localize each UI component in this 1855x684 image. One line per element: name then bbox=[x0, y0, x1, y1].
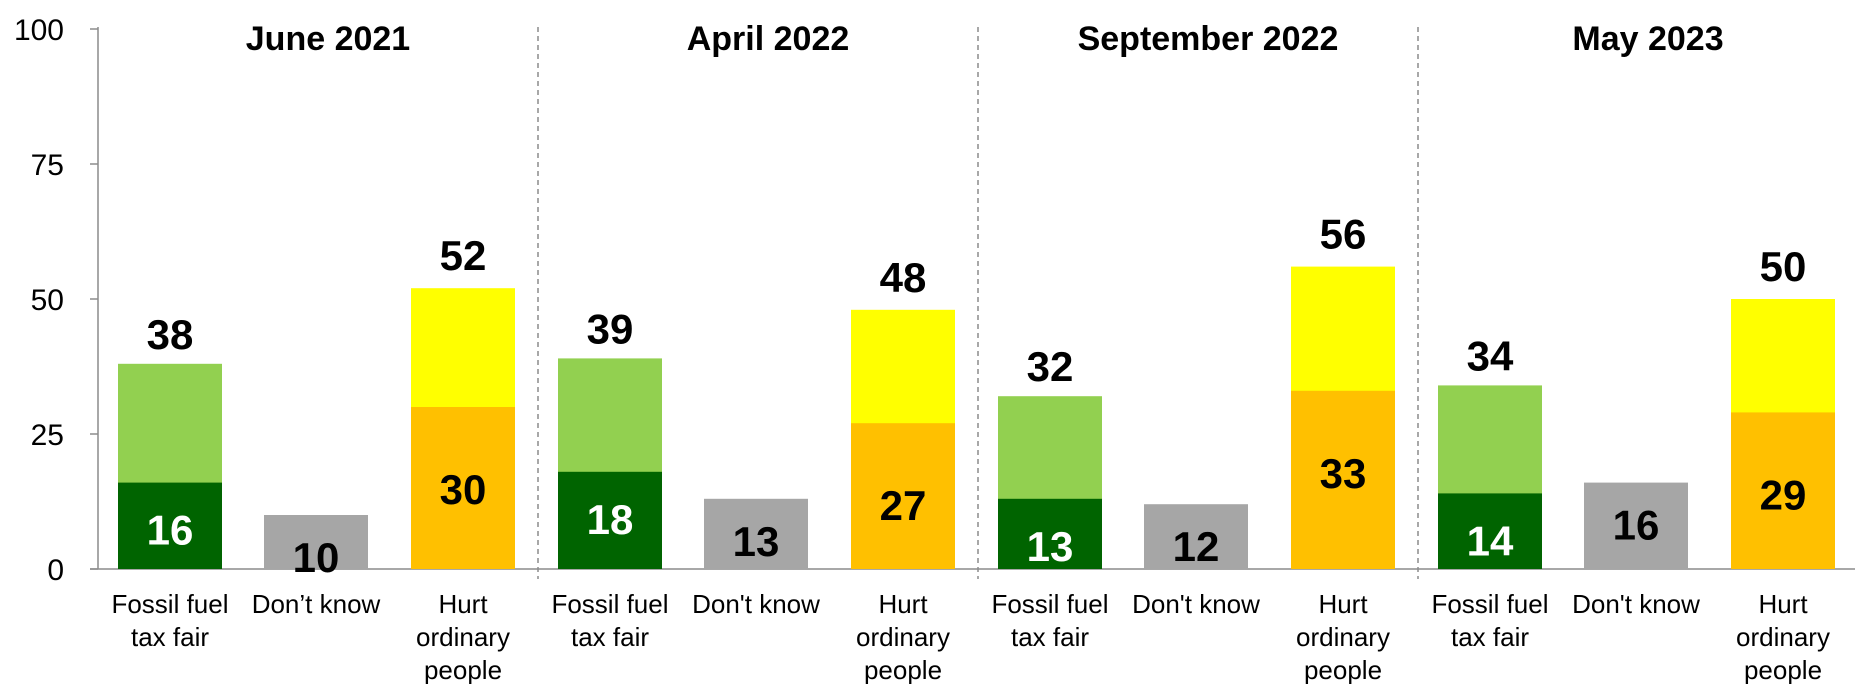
data-label-dont-know: 13 bbox=[733, 518, 780, 565]
category-label: Hurt ordinary people bbox=[1296, 589, 1390, 684]
category-label: Don’t know bbox=[252, 589, 381, 619]
category-label: Fossil fuel tax fair bbox=[1431, 589, 1548, 652]
data-label-dont-know: 10 bbox=[293, 534, 340, 581]
data-label-hurt-strong: 29 bbox=[1760, 471, 1807, 518]
y-axis: 0 25 50 75 100 bbox=[14, 14, 1855, 587]
bar-hurt-strong bbox=[851, 423, 955, 569]
data-label-dont-know: 16 bbox=[1613, 502, 1660, 549]
data-label-fair-total: 38 bbox=[147, 311, 194, 358]
data-label-hurt-strong: 27 bbox=[880, 482, 927, 529]
bar-hurt-strong bbox=[1731, 412, 1835, 569]
data-label-fair-total: 32 bbox=[1027, 343, 1074, 390]
bar-fair-strong bbox=[118, 482, 222, 569]
data-label-hurt-total: 48 bbox=[880, 254, 927, 301]
y-tick-label: 100 bbox=[14, 14, 64, 47]
bar-dont-know bbox=[704, 498, 808, 569]
data-label-hurt-strong: 33 bbox=[1320, 450, 1367, 497]
data-label-hurt-total: 56 bbox=[1320, 211, 1367, 258]
bar-dont-know bbox=[264, 515, 368, 569]
data-label-hurt-total: 52 bbox=[440, 232, 487, 279]
data-label-fair-strong: 13 bbox=[1027, 523, 1074, 570]
bar-fair-strong bbox=[1438, 493, 1542, 569]
labels: June 2021 38 16 10 52 30 Fossil fuel tax fair Do… bbox=[111, 20, 1829, 684]
bar-hurt-strong bbox=[411, 407, 515, 569]
data-label-dont-know: 12 bbox=[1173, 523, 1220, 570]
data-label-fair-total: 39 bbox=[587, 305, 634, 352]
y-tick-label: 25 bbox=[31, 419, 64, 452]
bar-hurt-strong bbox=[1291, 390, 1395, 569]
bar-dont-know bbox=[1144, 504, 1248, 569]
bar-fair-strong bbox=[998, 498, 1102, 569]
category-label: Fossil fuel tax fair bbox=[551, 589, 668, 652]
category-label: Hurt ordinary people bbox=[856, 589, 950, 684]
panel-separators bbox=[537, 27, 1419, 579]
data-label-hurt-strong: 30 bbox=[440, 466, 487, 513]
data-label-fair-strong: 18 bbox=[587, 496, 634, 543]
panel-title: May 2023 bbox=[1572, 20, 1723, 58]
data-label-fair-strong: 14 bbox=[1467, 517, 1514, 564]
y-tick-label: 0 bbox=[47, 554, 64, 587]
category-label: Hurt ordinary people bbox=[1736, 589, 1830, 684]
data-label-fair-strong: 16 bbox=[147, 507, 194, 554]
bar-fair-strong bbox=[558, 471, 662, 569]
panel-title: September 2022 bbox=[1078, 20, 1339, 58]
y-tick-label: 50 bbox=[31, 284, 64, 317]
panel-title: April 2022 bbox=[687, 20, 850, 58]
category-label: Don't know bbox=[1572, 589, 1700, 619]
data-label-fair-total: 34 bbox=[1467, 332, 1514, 379]
y-tick-label: 75 bbox=[31, 149, 64, 182]
bars bbox=[118, 266, 1835, 569]
category-label: Don't know bbox=[1132, 589, 1260, 619]
panel-title: June 2021 bbox=[246, 20, 410, 58]
data-label-hurt-total: 50 bbox=[1760, 243, 1807, 290]
category-label: Fossil fuel tax fair bbox=[991, 589, 1108, 652]
category-label: Don't know bbox=[692, 589, 820, 619]
category-label: Fossil fuel tax fair bbox=[111, 589, 228, 652]
bar-dont-know bbox=[1584, 482, 1688, 569]
category-label: Hurt ordinary people bbox=[416, 589, 510, 684]
